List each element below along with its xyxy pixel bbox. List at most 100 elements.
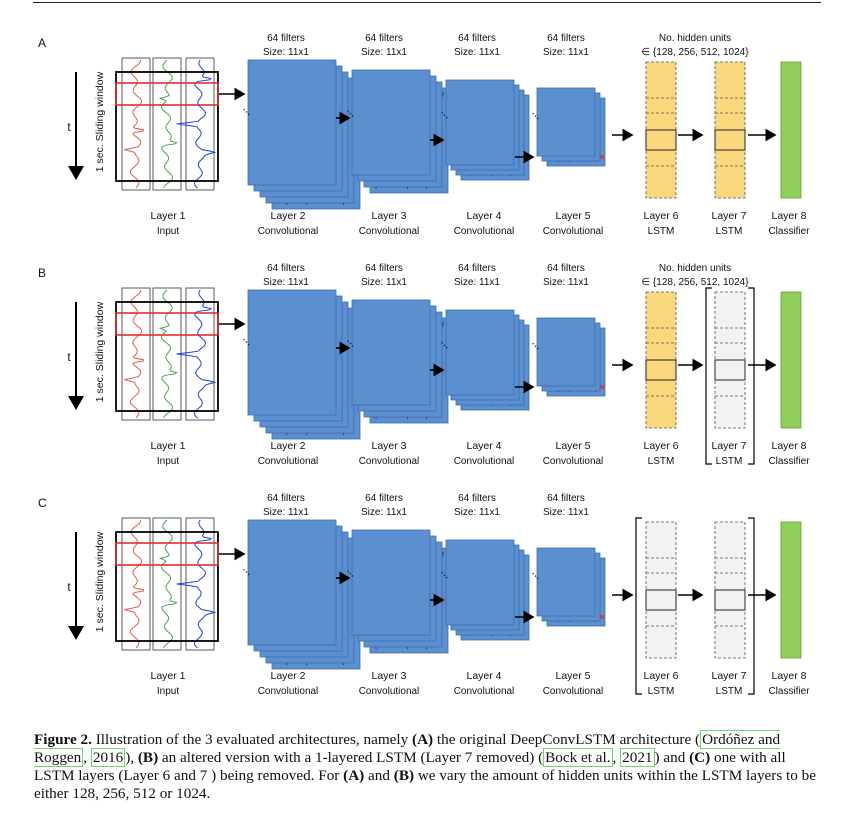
sensor-signal-2 bbox=[158, 289, 178, 419]
caption-a: (A) bbox=[343, 767, 365, 784]
layer-name-label: Layer 2 bbox=[270, 670, 305, 682]
caption-b: (B) bbox=[393, 767, 415, 784]
layer-name-label: Layer 5 bbox=[555, 440, 590, 452]
filters-count-label: 64 filters bbox=[458, 33, 496, 44]
caption-b: (B) bbox=[137, 749, 159, 766]
layer-type-label: Convolutional bbox=[543, 686, 604, 697]
sensor-signal-2 bbox=[158, 519, 178, 649]
layer-name-label: Layer 6 bbox=[643, 670, 678, 682]
feature-map bbox=[536, 547, 596, 617]
filters-count-label: 64 filters bbox=[547, 33, 585, 44]
sliding-window-label: 1 sec. Sliding window bbox=[94, 71, 106, 172]
sensor-signal-2 bbox=[158, 59, 178, 189]
caption-text: the original DeepConvLSTM architecture ( bbox=[433, 731, 701, 748]
panel-letter: C bbox=[38, 496, 47, 510]
layer-name-label: Layer 3 bbox=[371, 670, 406, 682]
filter-size-label: Size: 11x1 bbox=[543, 507, 589, 518]
signal-channel-box bbox=[185, 517, 215, 651]
feature-map bbox=[445, 309, 515, 396]
filters-count-label: 64 filters bbox=[267, 263, 305, 274]
feature-map bbox=[445, 539, 515, 626]
time-label: t bbox=[67, 120, 71, 134]
filter-size-label: Size: 11x1 bbox=[454, 507, 500, 518]
removed-bracket-left bbox=[635, 517, 642, 695]
caption-text: we vary the amount of hidden units withi… bbox=[34, 767, 817, 802]
classifier-layer bbox=[780, 291, 802, 429]
layer-type-label: Convolutional bbox=[359, 226, 420, 237]
layer-name-label: Layer 5 bbox=[555, 670, 590, 682]
classifier-layer bbox=[780, 61, 802, 199]
filters-count-label: 64 filters bbox=[458, 263, 496, 274]
layer-name-label: Layer 5 bbox=[555, 210, 590, 222]
layer-type-label: Convolutional bbox=[454, 686, 515, 697]
citation-year-link[interactable]: 2016 bbox=[90, 748, 126, 767]
feature-map bbox=[247, 59, 337, 186]
layer-name-label: Layer 6 bbox=[643, 210, 678, 222]
layer-name-label: Layer 7 bbox=[711, 440, 746, 452]
citation-link[interactable]: Bock et al. bbox=[543, 748, 613, 767]
layer-type-label: Input bbox=[157, 456, 179, 467]
caption-text: ), bbox=[125, 749, 138, 766]
panel-letter: B bbox=[38, 266, 46, 280]
window-highlight bbox=[115, 312, 219, 336]
panel-c: Ct 1 sec. Sliding window 64 filters Size: 1… bbox=[38, 493, 810, 697]
sliding-window-box bbox=[115, 71, 219, 182]
layer-name-label: Layer 6 bbox=[643, 440, 678, 452]
layer-type-label: Convolutional bbox=[454, 226, 515, 237]
citation-link[interactable]: Ordóñez and Roggen bbox=[34, 730, 781, 767]
layer-name-label: Layer 8 bbox=[771, 210, 806, 222]
filter-size-label: Size: 11x1 bbox=[263, 47, 309, 58]
lstm-active-cell bbox=[714, 589, 746, 611]
layer-name-label: Layer 8 bbox=[771, 440, 806, 452]
window-highlight bbox=[115, 82, 219, 106]
layer-type-label: Classifier bbox=[768, 456, 810, 467]
signal-channel-box bbox=[152, 517, 182, 651]
citation-year-link[interactable]: 2021 bbox=[620, 748, 655, 767]
caption-text: , bbox=[83, 749, 91, 766]
feature-map bbox=[445, 79, 515, 166]
layer-name-label: Layer 1 bbox=[150, 210, 185, 222]
time-label: t bbox=[67, 350, 71, 364]
feature-map bbox=[351, 69, 431, 176]
layer-type-label: Classifier bbox=[768, 686, 810, 697]
layer-type-label: LSTM bbox=[648, 456, 675, 467]
lstm-active-cell bbox=[645, 359, 677, 381]
layer-type-label: Convolutional bbox=[258, 226, 319, 237]
filter-size-label: Size: 11x1 bbox=[263, 507, 309, 518]
layer-type-label: LSTM bbox=[716, 226, 743, 237]
layer-type-label: Convolutional bbox=[543, 226, 604, 237]
signal-channel-box bbox=[152, 57, 182, 191]
layer-type-label: LSTM bbox=[716, 686, 743, 697]
sliding-window-box bbox=[115, 531, 219, 642]
layer-name-label: Layer 1 bbox=[150, 670, 185, 682]
filters-count-label: 64 filters bbox=[547, 263, 585, 274]
filter-size-label: Size: 11x1 bbox=[543, 47, 589, 58]
time-label: t bbox=[67, 580, 71, 594]
signal-channel-box bbox=[121, 517, 151, 651]
filter-size-label: Size: 11x1 bbox=[263, 277, 309, 288]
sensor-signal-3 bbox=[176, 519, 217, 649]
layer-type-label: LSTM bbox=[716, 456, 743, 467]
hidden-units-label: No. hidden units bbox=[659, 33, 731, 44]
feature-map bbox=[247, 289, 337, 416]
layer-name-label: Layer 3 bbox=[371, 440, 406, 452]
sliding-window-box bbox=[115, 301, 219, 412]
feature-map bbox=[351, 299, 431, 406]
filter-size-label: Size: 11x1 bbox=[543, 277, 589, 288]
panel-letter: A bbox=[38, 36, 46, 50]
sensor-signal-1 bbox=[124, 59, 145, 189]
filters-count-label: 64 filters bbox=[267, 33, 305, 44]
filter-size-label: Size: 11x1 bbox=[361, 507, 407, 518]
filters-count-label: 64 filters bbox=[365, 263, 403, 274]
sensor-signal-1 bbox=[124, 289, 145, 419]
window-highlight bbox=[115, 542, 219, 566]
sensor-signal-3 bbox=[176, 289, 217, 419]
layer-type-label: Convolutional bbox=[359, 686, 420, 697]
layer-type-label: Input bbox=[157, 686, 179, 697]
feature-map bbox=[536, 317, 596, 387]
removed-bracket-left bbox=[705, 287, 712, 465]
lstm-active-cell bbox=[645, 589, 677, 611]
layer-name-label: Layer 8 bbox=[771, 670, 806, 682]
filter-size-label: Size: 11x1 bbox=[454, 47, 500, 58]
sliding-window-label: 1 sec. Sliding window bbox=[94, 531, 106, 632]
